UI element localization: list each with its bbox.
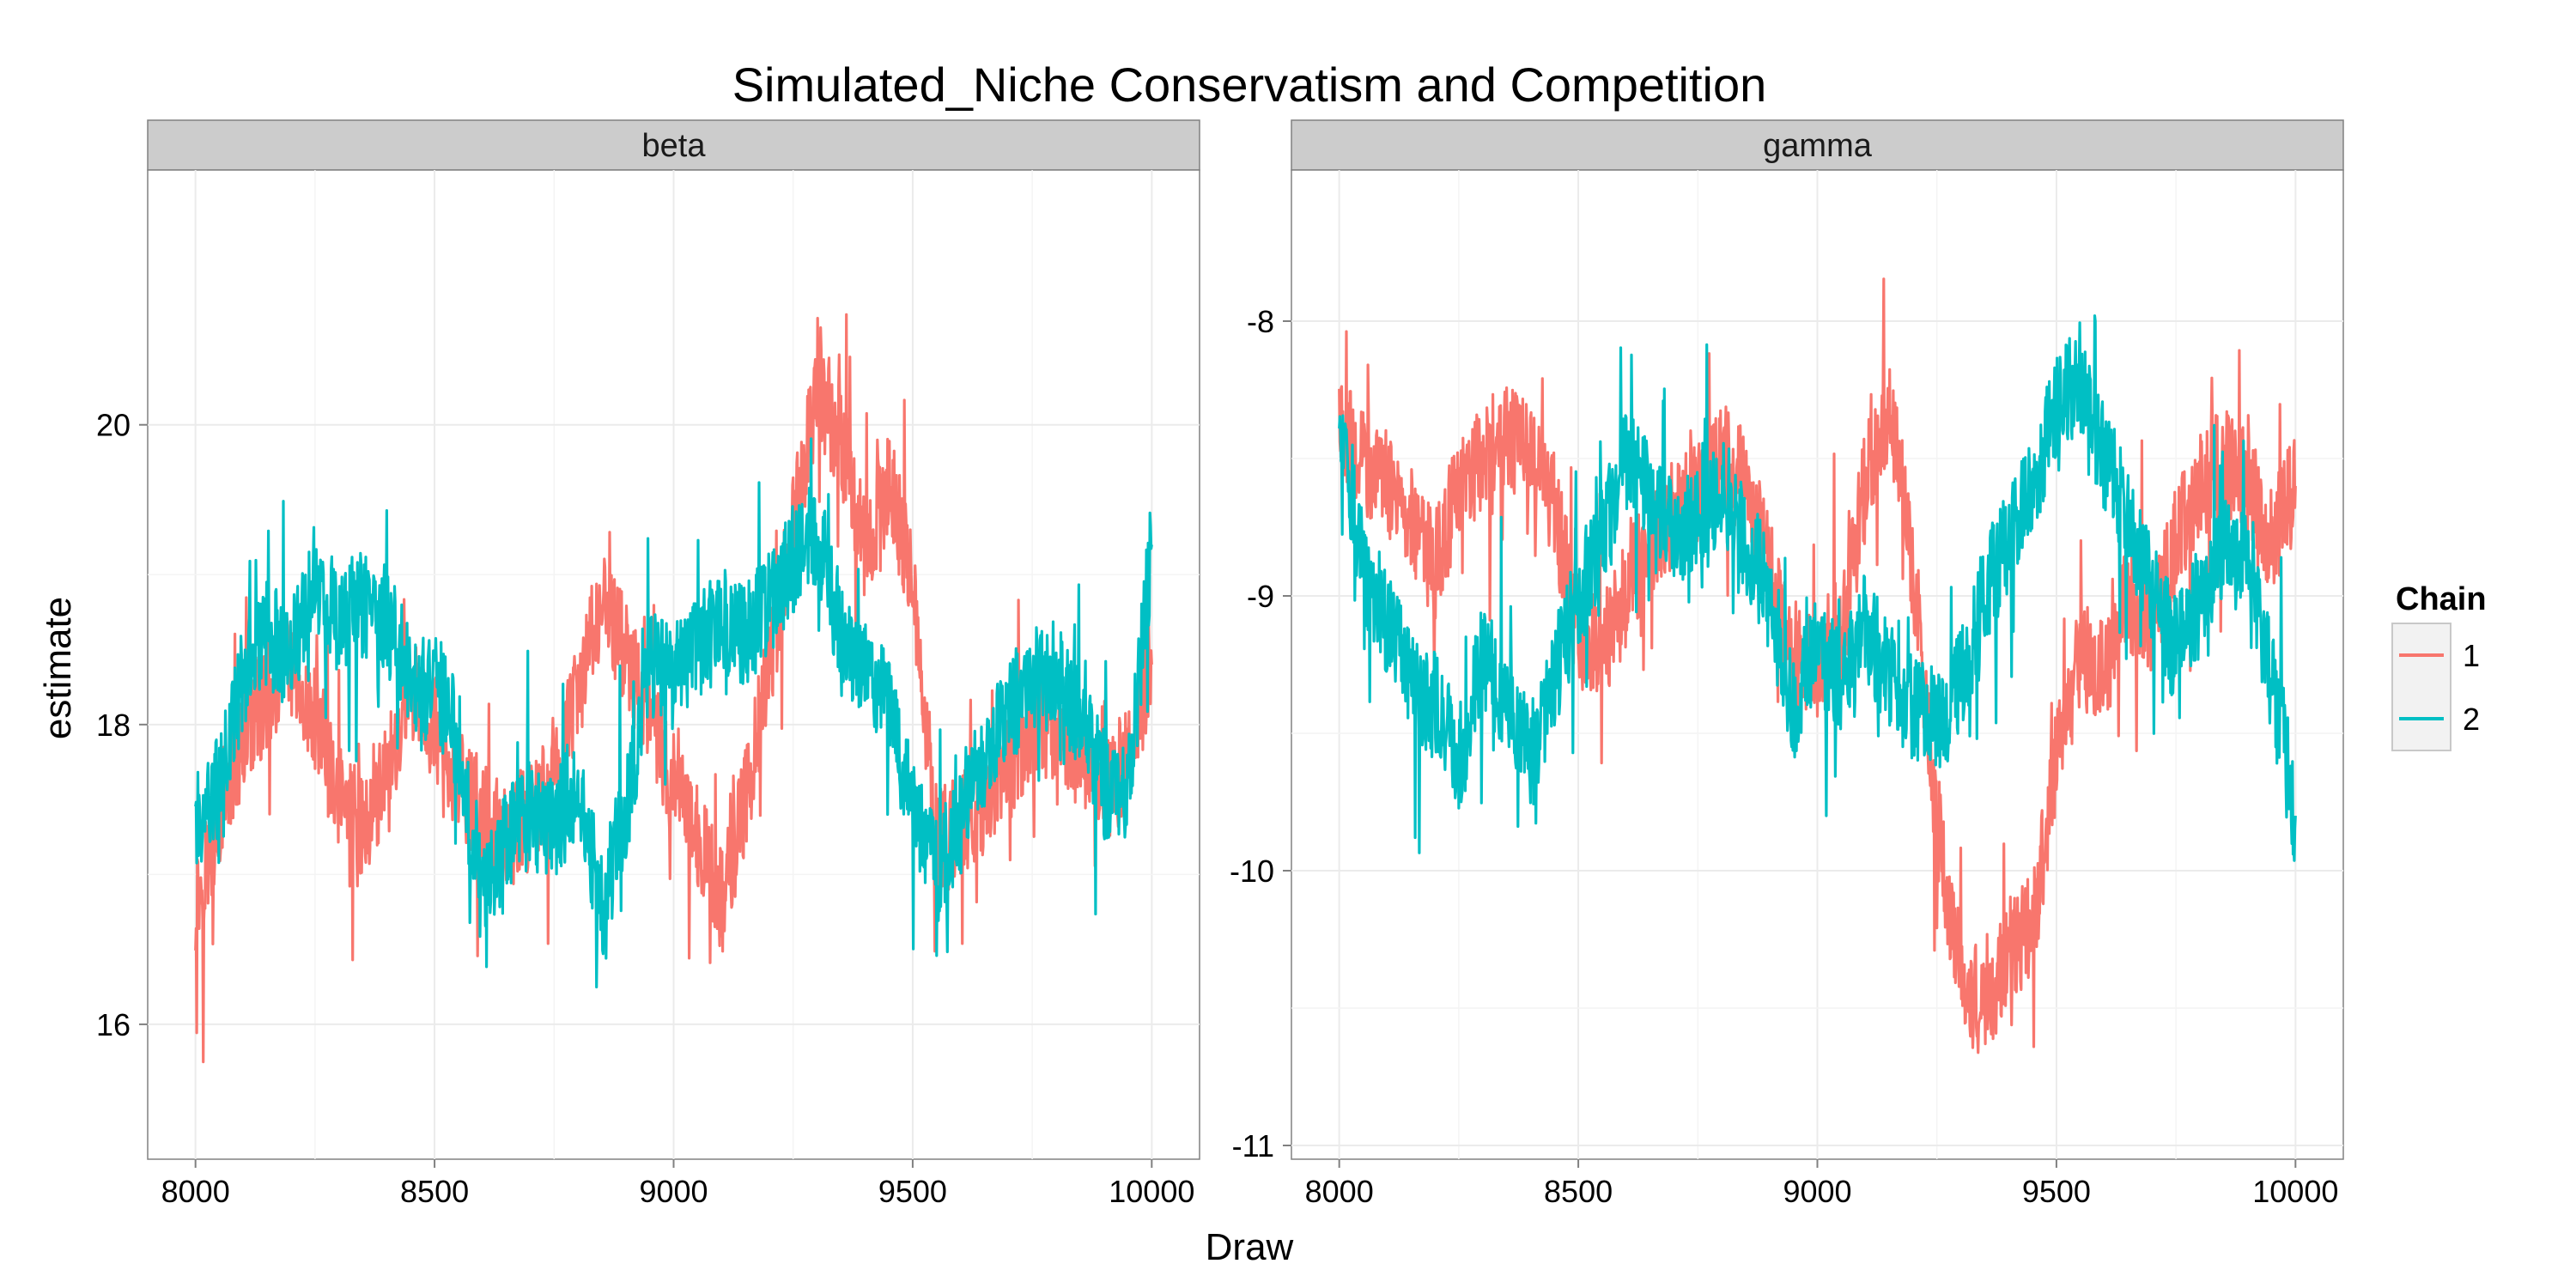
y-tick-label: -10: [1230, 854, 1274, 889]
legend: Chain 1 2: [2391, 581, 2487, 751]
x-tick-label: 8000: [161, 1174, 230, 1209]
x-tick-label: 10000: [1109, 1174, 1194, 1209]
series-line-chain-1: [1338, 277, 2297, 1054]
x-tick-label: 9500: [2022, 1174, 2091, 1209]
y-tick-label: 20: [96, 408, 131, 443]
strip-label: beta: [642, 128, 707, 164]
facet-panels: beta 8000 8500 9000 9500 10000 16 18 20 gamma 8000…: [96, 119, 2344, 1209]
legend-label: 1: [2463, 638, 2480, 673]
strip-background: [147, 119, 1200, 171]
legend-key-box: [2391, 623, 2451, 751]
facet-panel-beta: beta 8000 8500 9000 9500 10000 16 18 20: [96, 119, 1200, 1209]
series-line-chain-2: [194, 437, 1153, 989]
y-tick-label: -8: [1247, 304, 1274, 339]
x-tick-label: 8500: [400, 1174, 469, 1209]
legend-label: 2: [2463, 702, 2480, 737]
x-tick-label: 10000: [2252, 1174, 2338, 1209]
x-axis-title: Draw: [1206, 1226, 1294, 1268]
y-axis-title: estimate: [37, 597, 79, 739]
y-tick-label: 18: [96, 708, 131, 743]
x-tick-label: 9000: [639, 1174, 708, 1209]
x-tick-label: 8000: [1305, 1174, 1374, 1209]
strip-label: gamma: [1763, 128, 1873, 164]
legend-title: Chain: [2396, 581, 2487, 617]
series-line-chain-2: [1338, 314, 2297, 862]
facet-panel-gamma: gamma 8000 8500 9000 9500 10000 -11 -10 -9 -8: [1230, 119, 2344, 1209]
chart-title: Simulated_Niche Conservatism and Competi…: [732, 58, 1767, 112]
y-tick-label: -9: [1247, 579, 1274, 614]
x-tick-label: 9500: [878, 1174, 947, 1209]
y-tick-label: 16: [96, 1007, 131, 1042]
grid-lines: [148, 170, 1200, 1159]
strip-background: [1291, 119, 2344, 171]
x-tick-label: 8500: [1544, 1174, 1613, 1209]
y-tick-label: -11: [1232, 1128, 1274, 1163]
x-tick-label: 9000: [1783, 1174, 1851, 1209]
